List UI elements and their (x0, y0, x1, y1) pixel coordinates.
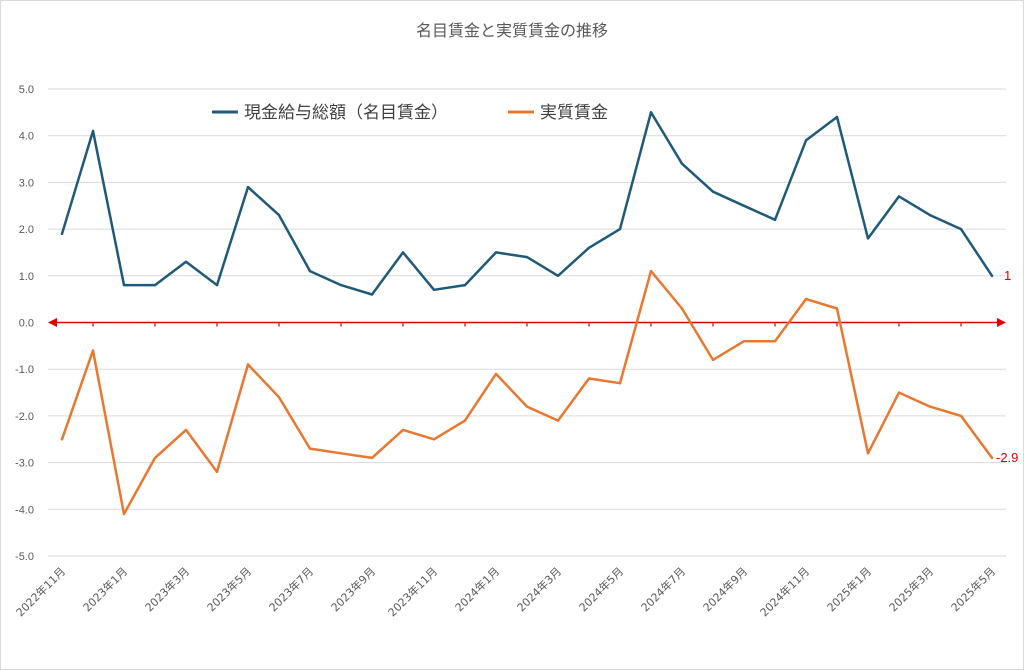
gridlines (48, 88, 1006, 557)
zero-line-arrow-left (48, 318, 57, 327)
y-tick-label: 3.0 (19, 177, 34, 189)
series-0-point (432, 288, 436, 291)
series-lines (60, 111, 994, 516)
legend-label-1: 実質賃金 (540, 103, 608, 123)
y-tick-label: -2.0 (15, 411, 34, 423)
series-0-point (835, 115, 839, 119)
series-0-point (60, 232, 64, 235)
y-tick-label: -1.0 (15, 364, 34, 376)
y-tick-label: -3.0 (15, 458, 34, 470)
series-0-point (215, 283, 219, 287)
series-1-point (525, 405, 529, 408)
legend: 現金給与総額（名目賃金） 実質賃金 (212, 103, 608, 123)
series-1-point (959, 414, 963, 418)
series-1-point (122, 512, 126, 516)
y-tick-label: -4.0 (15, 504, 34, 516)
series-0-point (711, 190, 715, 193)
legend-label-0: 現金給与総額（名目賃金） (244, 103, 448, 123)
y-tick-label: 4.0 (19, 131, 34, 143)
series-1-point (556, 419, 560, 422)
series-1-point (742, 340, 746, 343)
series-1-point (401, 428, 405, 432)
series-0-point (618, 227, 622, 231)
series-0-point (339, 283, 343, 287)
chart-title: 名目賃金と実質賃金の推移 (416, 21, 608, 40)
series-1-point (184, 428, 188, 432)
zero-axis (48, 318, 1006, 327)
series-1-point (339, 452, 343, 455)
series-0-point (401, 251, 405, 254)
series-1-point (773, 340, 777, 343)
series-1-point (153, 456, 157, 460)
series-1-point (246, 363, 250, 366)
series-0-point (866, 237, 870, 240)
y-tick-label: -5.0 (15, 551, 34, 563)
y-tick-label: 0.0 (19, 318, 34, 330)
series-1-point (432, 438, 436, 441)
series-0-point (122, 283, 126, 287)
y-axis-ticks: 5.0 4.0 3.0 2.0 1.0 0.0 -1.0 -2.0 -3.0 -4.0 -5.0 (15, 84, 34, 563)
series-0-point (990, 274, 994, 277)
series-0-point (649, 111, 653, 114)
series-1-point (711, 358, 715, 362)
series-0-point (494, 251, 498, 254)
series-1-point (990, 456, 994, 460)
series-0-point (308, 269, 312, 273)
series-1-point (835, 307, 839, 310)
series-1-point (277, 396, 281, 399)
y-tick-label: 5.0 (19, 84, 34, 96)
series-1-point (60, 438, 64, 441)
series-1-point (649, 269, 653, 273)
series-0-point (153, 283, 157, 287)
series-0-point (897, 195, 901, 198)
series-1-point (370, 456, 374, 460)
series-1-point (91, 349, 95, 352)
series-0-point (525, 255, 529, 259)
series-1-point (804, 297, 808, 301)
series-1-end-label: -2.9 (996, 450, 1018, 465)
series-0-point (246, 185, 250, 189)
series-0-point (277, 213, 281, 217)
series-1-point (680, 307, 684, 310)
series-0-point (959, 227, 963, 231)
y-tick-label: 2.0 (19, 224, 34, 236)
series-0-point (91, 129, 95, 133)
series-0-point (742, 204, 746, 207)
end-labels: 1 -2.9 (996, 268, 1018, 465)
series-1-point (494, 372, 498, 376)
series-1-point (928, 405, 932, 408)
series-0-point (370, 293, 374, 296)
series-0-point (773, 218, 777, 221)
series-0-point (184, 260, 188, 263)
series-0-point (680, 162, 684, 165)
series-0-point (928, 213, 932, 217)
series-1-point (215, 470, 219, 474)
zero-line-arrow-right (997, 318, 1006, 327)
series-0-point (556, 274, 560, 277)
series-1-point (618, 382, 622, 385)
series-1-point (463, 419, 467, 422)
series-1-point (897, 391, 901, 394)
y-tick-label: 1.0 (19, 271, 34, 283)
series-0-point (587, 246, 591, 249)
series-0-point (804, 139, 808, 142)
series-1-point (308, 447, 312, 450)
series-1-point (866, 452, 870, 455)
series-0-point (463, 283, 467, 287)
series-1-point (587, 377, 591, 380)
series-0-end-label: 1 (1004, 268, 1011, 283)
